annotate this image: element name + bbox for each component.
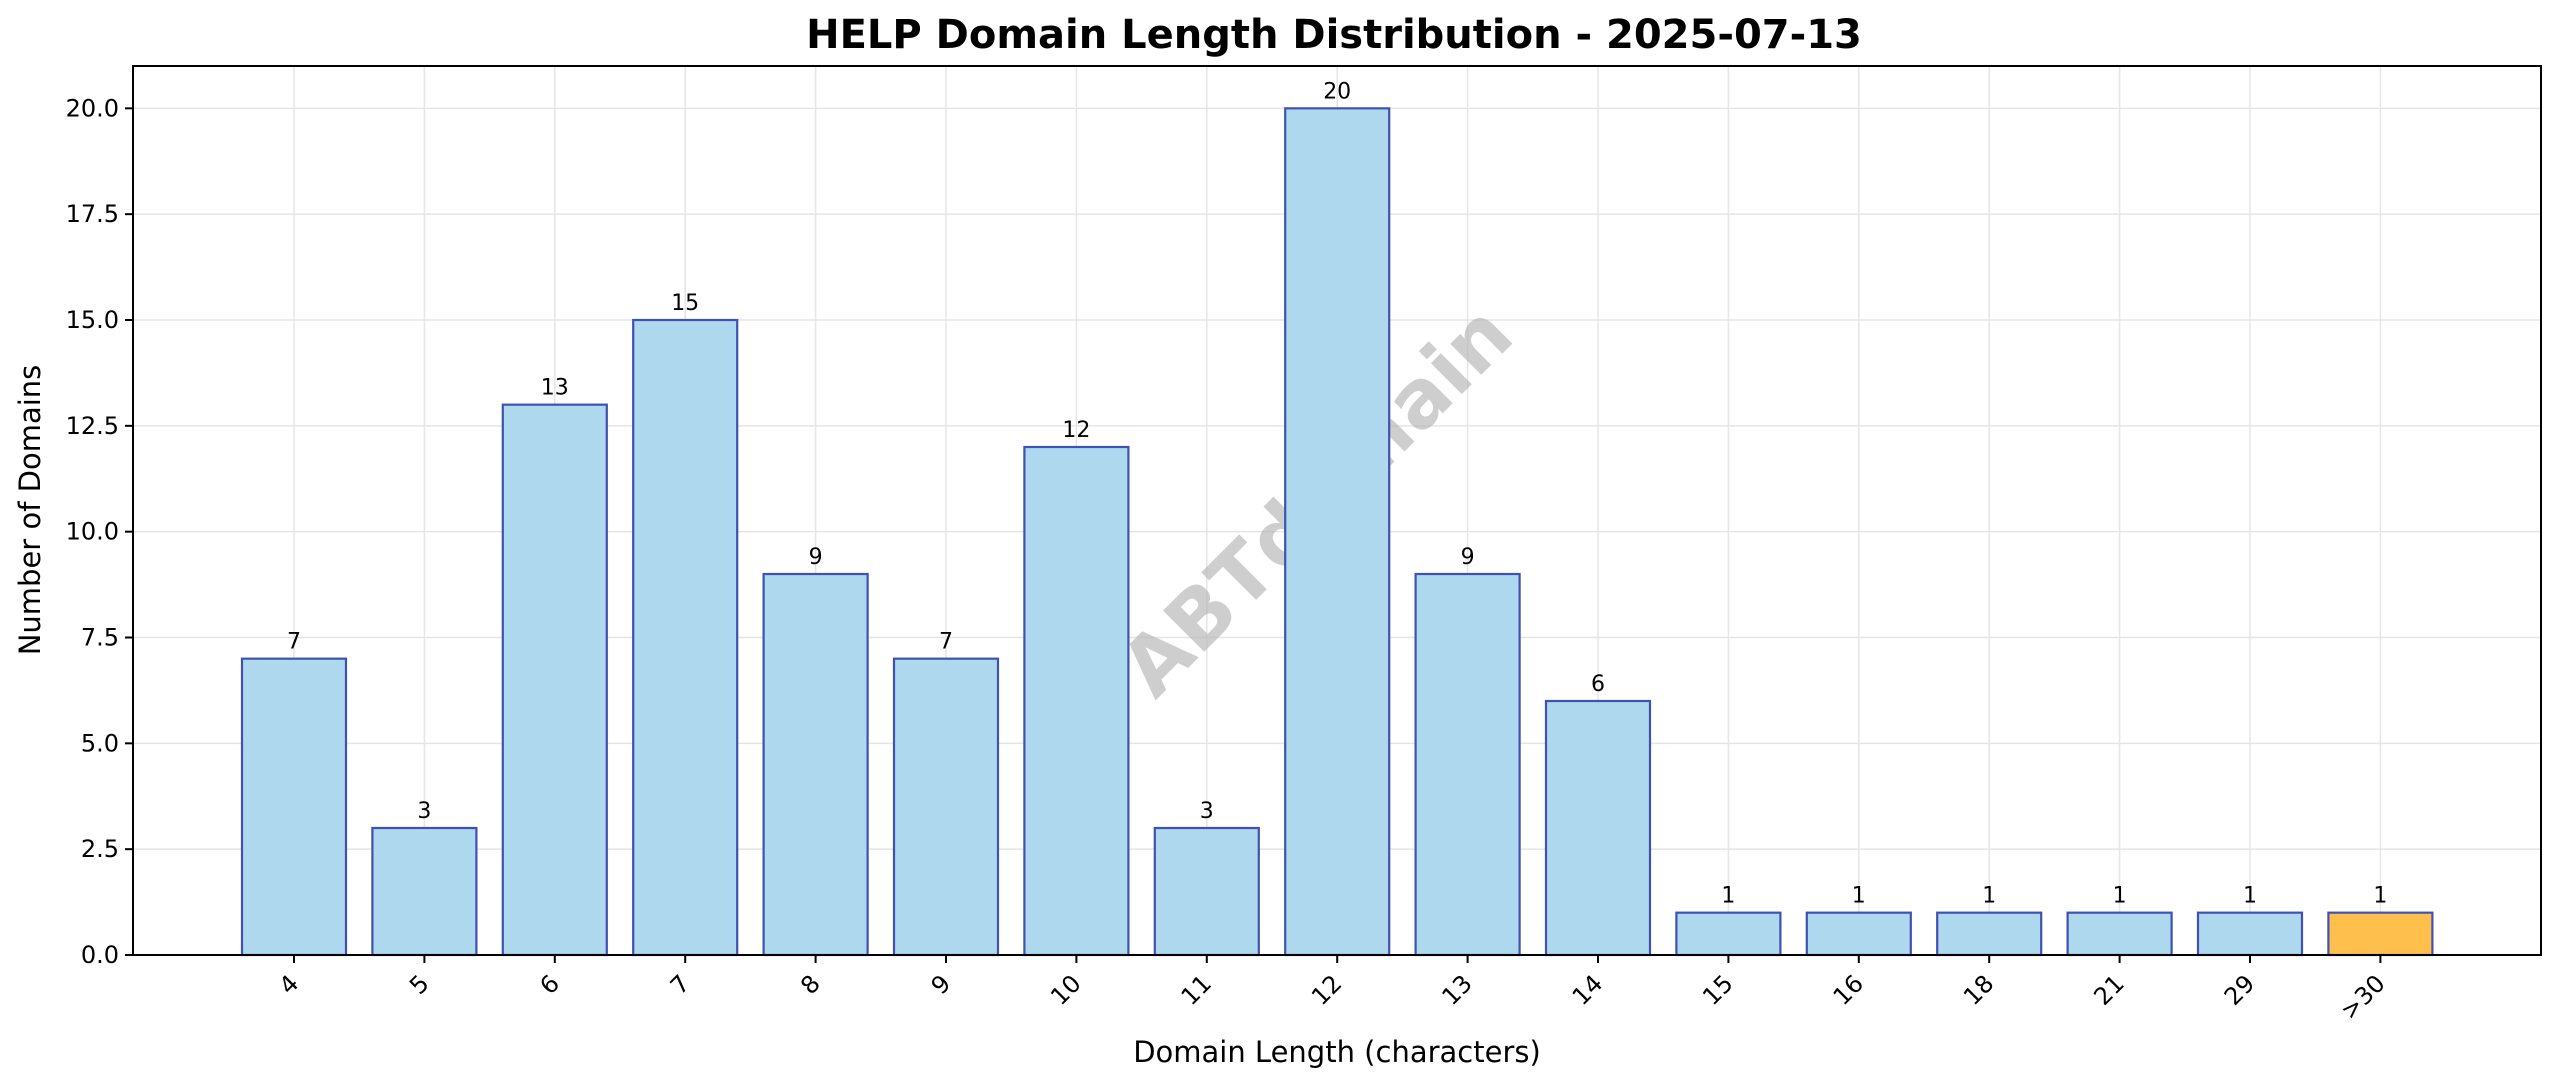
chart-title: HELP Domain Length Distribution - 2025-0… <box>806 12 1862 58</box>
x-tick-label: 29 <box>2219 969 2260 1010</box>
data-label: 9 <box>809 545 823 570</box>
bar-11 <box>1153 826 1260 957</box>
data-label: 20 <box>1323 79 1351 104</box>
x-tick-label: >30 <box>2335 969 2391 1025</box>
x-tick-label: 5 <box>404 969 435 1000</box>
x-tick-label: 7 <box>665 969 696 1000</box>
data-label: 3 <box>417 799 431 824</box>
x-tick-label: 9 <box>926 969 957 1000</box>
data-label: 7 <box>939 630 953 655</box>
bar-6 <box>501 403 608 957</box>
x-tick-label: 15 <box>1697 969 1738 1010</box>
data-label: 7 <box>287 630 301 655</box>
data-label: 3 <box>1200 799 1214 824</box>
data-label: 15 <box>671 291 699 316</box>
data-labels: 7 3 13 15 9 7 12 3 20 9 6 1 1 1 1 1 1 <box>287 79 2387 908</box>
x-axis-ticks: 4 5 6 7 8 9 10 11 12 13 14 15 16 18 21 29 >30 <box>274 955 2391 1025</box>
x-tick-label: 11 <box>1176 969 1217 1010</box>
bar-13 <box>1414 572 1521 957</box>
x-tick-label: 14 <box>1567 969 1608 1010</box>
y-axis-ticks: 0.0 2.5 5.0 7.5 10.0 12.5 15.0 17.5 20.0 <box>66 94 133 969</box>
bar-15 <box>1675 911 1782 957</box>
x-tick-label: 18 <box>1958 969 1999 1010</box>
x-tick-label: 21 <box>2088 969 2129 1010</box>
x-axis-label: Domain Length (characters) <box>1133 1035 1541 1069</box>
bars <box>240 107 2434 957</box>
y-tick-label: 15.0 <box>66 306 119 334</box>
data-label: 1 <box>2113 884 2127 909</box>
x-tick-label: 10 <box>1045 969 1086 1010</box>
bar-9 <box>892 657 1000 957</box>
bar-7 <box>632 318 739 957</box>
y-axis-label: Number of Domains <box>13 365 47 656</box>
data-label: 12 <box>1062 418 1090 443</box>
y-tick-label: 17.5 <box>66 200 119 228</box>
data-label: 1 <box>1852 884 1866 909</box>
y-tick-label: 0.0 <box>81 941 119 969</box>
data-label: 1 <box>1982 884 1996 909</box>
y-tick-label: 2.5 <box>81 835 119 863</box>
bar->30 <box>2327 911 2434 957</box>
x-tick-label: 13 <box>1436 969 1477 1010</box>
x-tick-label: 16 <box>1828 969 1869 1010</box>
y-tick-label: 20.0 <box>66 94 119 122</box>
x-tick-label: 6 <box>534 969 565 1000</box>
data-label: 1 <box>1721 884 1735 909</box>
data-label: 1 <box>2373 884 2387 909</box>
bar-10 <box>1023 445 1130 957</box>
data-label: 1 <box>2243 884 2257 909</box>
x-tick-label: 8 <box>795 969 826 1000</box>
data-label: 13 <box>541 376 569 401</box>
bar-21 <box>2066 911 2173 957</box>
y-tick-label: 12.5 <box>66 412 119 440</box>
y-tick-label: 10.0 <box>66 518 119 546</box>
bar-5 <box>371 826 478 957</box>
x-tick-label: 4 <box>274 969 305 1000</box>
x-tick-label: 12 <box>1306 969 1347 1010</box>
bar-8 <box>762 572 869 957</box>
bar-18 <box>1936 911 2043 957</box>
bar-12 <box>1284 107 1391 957</box>
bar-14 <box>1544 699 1652 957</box>
bar-4 <box>240 657 348 957</box>
plot-frame <box>132 65 2542 956</box>
bar-29 <box>2196 911 2304 957</box>
data-label: 6 <box>1591 672 1605 697</box>
bar-16 <box>1805 911 1912 957</box>
y-tick-label: 5.0 <box>81 729 119 757</box>
y-tick-label: 7.5 <box>81 624 119 652</box>
data-label: 9 <box>1461 545 1475 570</box>
